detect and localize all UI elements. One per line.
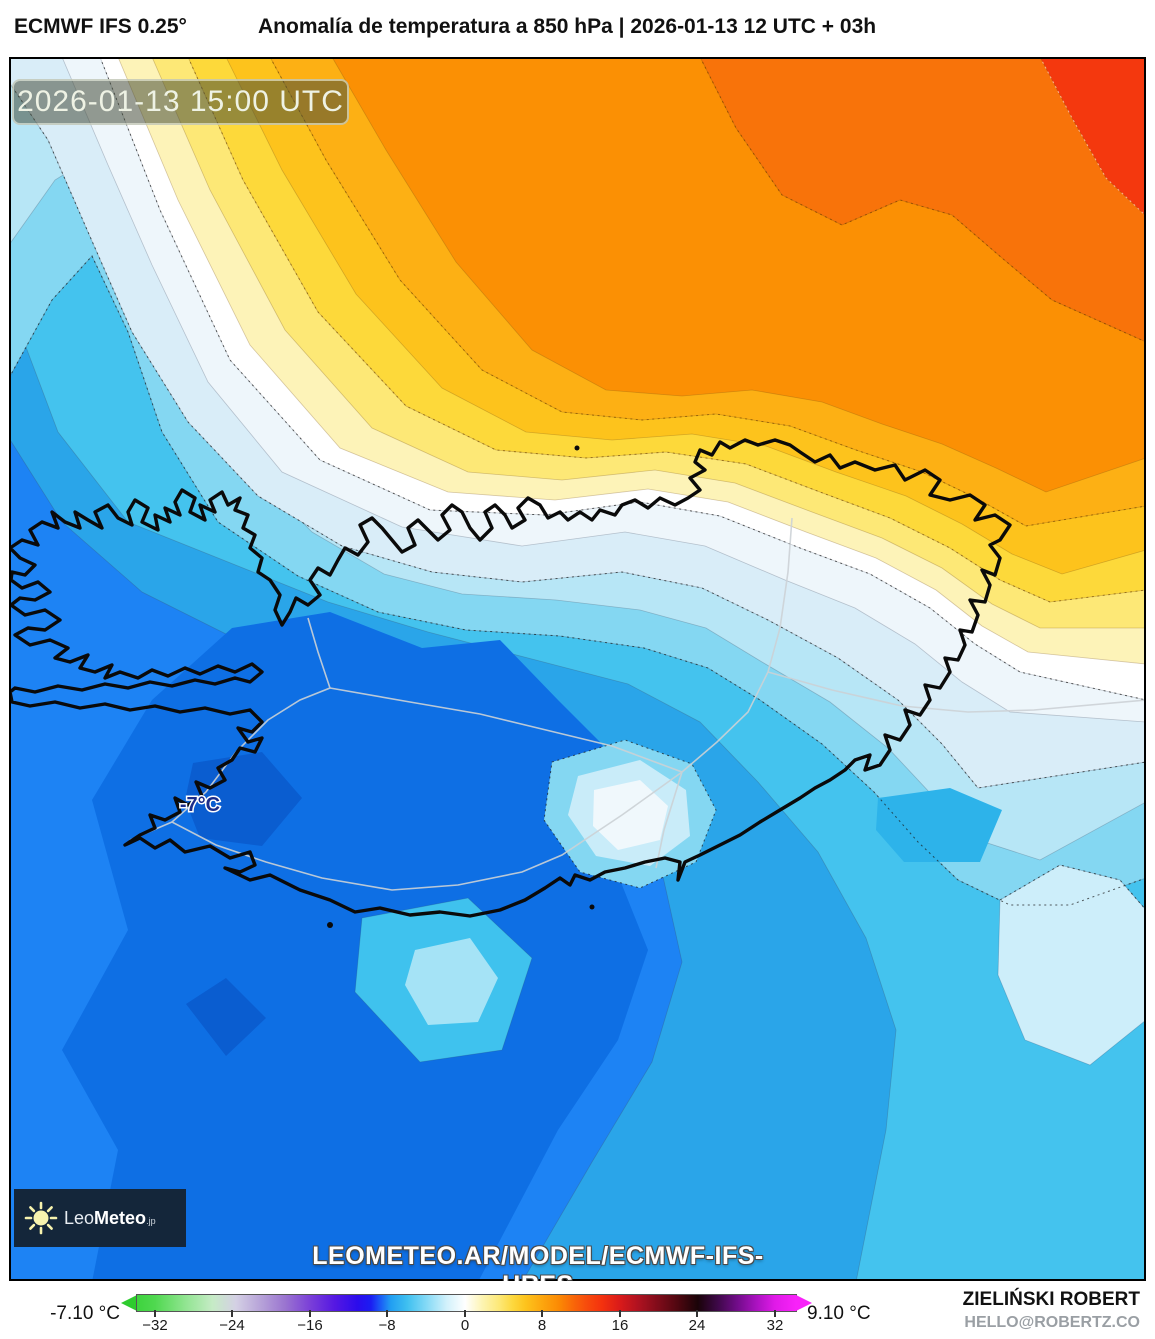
- header-bar: ECMWF IFS 0.25° Anomalía de temperatura …: [0, 0, 1155, 57]
- cold-light-spots: [354, 740, 1146, 1066]
- colorbar-tick-label: 32: [766, 1317, 784, 1334]
- warm-bands: [117, 57, 1146, 665]
- colorbar-tick: [154, 1310, 156, 1317]
- colorbar-tick-label: 0: [460, 1317, 470, 1334]
- min-temp-label: -7°C: [180, 794, 220, 816]
- colorbar-tick: [386, 1310, 388, 1317]
- colorbar-tick-label: −32: [142, 1317, 168, 1334]
- colorbar-tick-label: −16: [297, 1317, 323, 1334]
- colorbar: [137, 1295, 796, 1311]
- colorbar-right-arrow: [796, 1295, 812, 1311]
- map-frame: [9, 57, 1146, 1281]
- colorbar-tick-label: 8: [537, 1317, 547, 1334]
- page-title: Anomalía de temperatura a 850 hPa | 2026…: [258, 15, 877, 38]
- weather-map: -7°C: [9, 57, 1146, 1281]
- map-canvas: -7°C: [9, 57, 1146, 1281]
- colorbar-tick-label: −24: [219, 1317, 245, 1334]
- timestamp-badge: 2026-01-13 15:00 UTC: [12, 79, 349, 125]
- colorbar-tick-label: 24: [688, 1317, 706, 1334]
- colorbar-tick-label: −8: [378, 1317, 396, 1334]
- colorbar-tick: [464, 1310, 466, 1317]
- model-label: ECMWF IFS 0.25°: [14, 15, 187, 38]
- colorbar-tick: [696, 1310, 698, 1317]
- sun-icon: [24, 1201, 58, 1235]
- dotted-contours-warm: [187, 57, 1146, 603]
- colorbar-tick: [231, 1310, 233, 1317]
- legend-min-label: -7.10 °C: [50, 1303, 120, 1324]
- colorbar-tick: [541, 1310, 543, 1317]
- leometeo-logo: LeoMeteo.jp: [14, 1189, 186, 1247]
- colorbar-tick-label: 16: [611, 1317, 629, 1334]
- legend-footer: -7.10 °C 9.10 °C −32 −24 −16 −8 0 8 16 2…: [0, 1281, 1155, 1339]
- road-lines: [129, 517, 1146, 891]
- colorbar-tick: [774, 1310, 776, 1317]
- legend-max-label: 9.10 °C: [807, 1303, 871, 1324]
- credit-name: ZIELIŃSKI ROBERT: [962, 1289, 1140, 1310]
- credit-email: HELLO@ROBERTZ.CO: [964, 1314, 1140, 1331]
- iceland-coastline: [9, 438, 1012, 918]
- dotted-contours: [9, 57, 1146, 911]
- watermark-url: LEOMETEO.AR/MODEL/ECMWF-IFS-HRES: [312, 1242, 764, 1299]
- colorbar-tick: [619, 1310, 621, 1317]
- logo-wordmark: LeoMeteo.jp: [64, 1207, 156, 1228]
- colorbar-tick: [309, 1310, 311, 1317]
- small-islands: [327, 445, 595, 928]
- cold-pools: [62, 612, 648, 1281]
- colorbar-left-arrow: [121, 1295, 137, 1311]
